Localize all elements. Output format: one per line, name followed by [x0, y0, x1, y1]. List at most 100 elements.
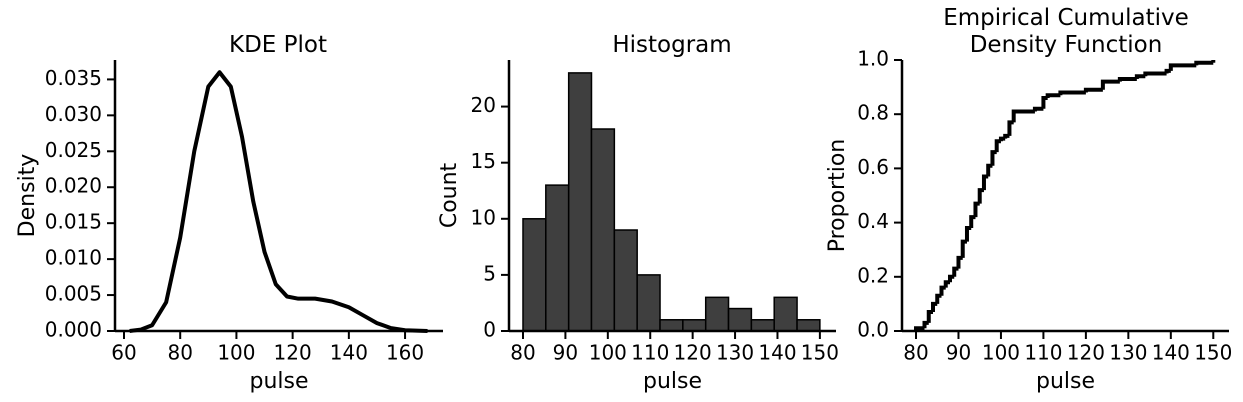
x-tick-label: 120	[274, 341, 312, 365]
ecdf-step	[964, 226, 972, 242]
y-tick-label: 0.015	[45, 210, 102, 234]
x-tick-label: 110	[631, 341, 669, 365]
chart-title: Histogram	[612, 32, 732, 58]
y-tick-label: 5	[483, 261, 496, 285]
ecdf-step	[1194, 60, 1214, 66]
kde-line	[129, 70, 428, 333]
bar	[613, 229, 638, 332]
ecdf-step	[935, 293, 942, 304]
ecdf-step	[1045, 93, 1061, 98]
ecdf-step	[973, 201, 980, 218]
y-axis-label: Count	[437, 162, 462, 228]
x-tick-label: 80	[510, 341, 535, 365]
y-tick-label: 0.010	[45, 246, 102, 270]
bar	[773, 296, 798, 332]
x-tick-label: 100	[217, 341, 255, 365]
ecdf-step	[1083, 87, 1103, 93]
bar	[727, 307, 753, 332]
bar	[682, 319, 707, 332]
ecdf-step	[977, 188, 984, 204]
x-tick-label: 90	[946, 341, 971, 365]
ecdf-step	[1003, 133, 1010, 139]
bar	[796, 319, 821, 332]
x-tick-label: 90	[553, 341, 578, 365]
x-tick-label: 140	[758, 341, 796, 365]
bar	[704, 296, 730, 332]
ecdf-step	[947, 274, 955, 283]
ecdf-step	[1143, 71, 1167, 77]
ecdf-step	[1164, 68, 1171, 74]
y-tick-label: 0.020	[45, 174, 102, 198]
x-tick-label: 60	[111, 341, 136, 365]
y-tick-label: 0.025	[45, 138, 102, 162]
x-axis-label: pulse	[643, 369, 702, 394]
x-tick-label: 150	[801, 341, 839, 365]
ecdf-step	[960, 239, 967, 258]
bar	[545, 184, 570, 332]
ecdf-step	[956, 255, 963, 269]
x-tick-label: 100	[982, 341, 1020, 365]
x-axis-label: pulse	[1036, 369, 1095, 394]
y-tick-label: 0	[483, 318, 496, 342]
x-tick-label: 140	[1152, 341, 1190, 365]
x-axis-label: pulse	[249, 369, 308, 394]
ecdf-step	[931, 301, 938, 313]
ecdf-step	[969, 215, 976, 229]
ecdf-step	[990, 150, 997, 166]
x-tick-label: 120	[674, 341, 712, 365]
ecdf-step	[1007, 120, 1014, 136]
x-tick-label: 130	[716, 341, 754, 365]
ecdf-step	[1011, 109, 1035, 123]
chart-title: Empirical Cumulative Density Function	[943, 5, 1189, 58]
x-tick-label: 100	[589, 341, 627, 365]
y-axis-label: Density	[15, 154, 40, 238]
ecdf-step	[943, 280, 950, 288]
bar	[522, 218, 547, 332]
bar	[750, 319, 775, 332]
x-tick-label: 150	[1194, 341, 1232, 365]
x-tick-label: 110	[1024, 341, 1062, 365]
y-tick-label: 20	[471, 93, 496, 117]
y-tick-label: 0.030	[45, 102, 102, 126]
bar	[590, 128, 616, 332]
y-tick-label: 15	[471, 149, 496, 173]
x-tick-label: 160	[386, 341, 424, 365]
ecdf-step	[1168, 63, 1197, 71]
y-tick-label: 0.8	[857, 101, 889, 125]
bar	[636, 274, 661, 332]
y-tick-label: 0.6	[857, 155, 889, 179]
y-tick-label: 0.2	[857, 263, 889, 287]
x-tick-label: 80	[167, 341, 192, 365]
ecdf-step	[981, 174, 989, 191]
ecdf-step	[939, 285, 946, 296]
ecdf-step	[922, 320, 929, 329]
bar	[567, 72, 593, 332]
x-tick-label: 130	[1109, 341, 1147, 365]
y-tick-label: 0.0	[857, 318, 889, 342]
y-tick-label: 10	[471, 205, 496, 229]
ecdf-step	[926, 310, 934, 323]
y-axis-label: Proportion	[825, 139, 850, 253]
bar	[659, 319, 684, 332]
x-tick-label: 120	[1067, 341, 1105, 365]
ecdf-step	[952, 266, 959, 277]
ecdf-step	[1117, 76, 1137, 82]
ecdf-step	[1041, 95, 1048, 109]
y-tick-label: 0.005	[45, 282, 102, 306]
ecdf-step	[986, 163, 993, 177]
x-tick-label: 80	[903, 341, 928, 365]
ecdf-step	[1058, 90, 1086, 96]
ecdf-step	[1134, 74, 1146, 79]
ecdf-step	[994, 139, 1001, 153]
ecdf-step	[1032, 106, 1044, 112]
y-tick-label: 1.0	[857, 47, 889, 71]
ecdf-step	[998, 136, 1006, 142]
x-tick-label: 140	[330, 341, 368, 365]
chart-title: KDE Plot	[229, 32, 327, 58]
y-tick-label: 0.035	[45, 66, 102, 90]
ecdf-step	[1100, 79, 1120, 90]
y-tick-label: 0.000	[45, 318, 102, 342]
y-tick-label: 0.4	[857, 209, 889, 233]
